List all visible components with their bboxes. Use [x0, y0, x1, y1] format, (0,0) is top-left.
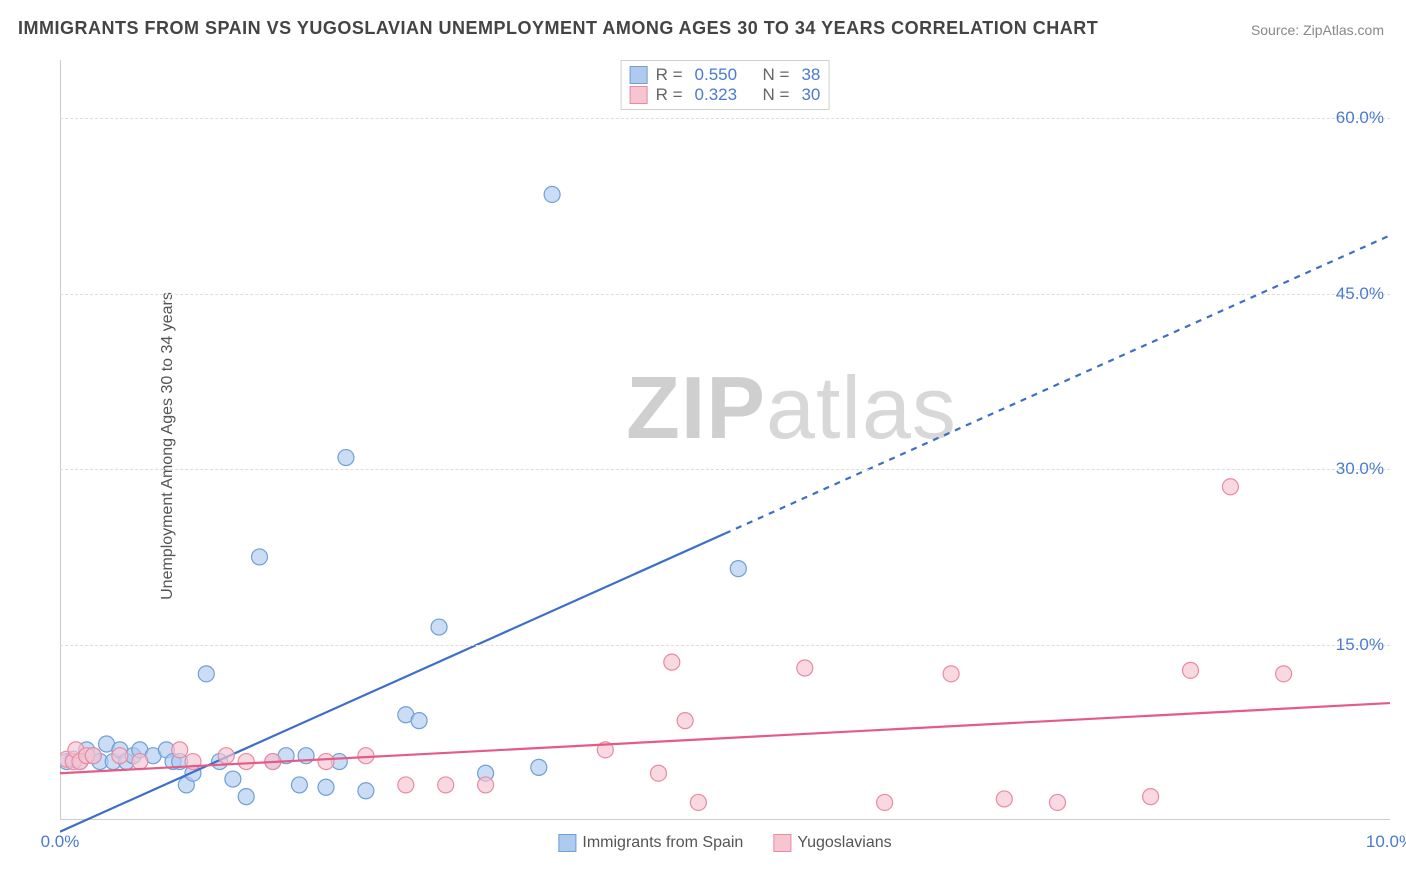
legend-n-label: N = — [763, 85, 790, 105]
y-tick-label: 15.0% — [1336, 635, 1384, 655]
series-legend: Immigrants from Spain Yugoslavians — [558, 834, 891, 852]
y-tick-label: 45.0% — [1336, 284, 1384, 304]
legend-n-value: 38 — [801, 65, 820, 85]
legend-r-label: R = — [656, 65, 683, 85]
chart-title: IMMIGRANTS FROM SPAIN VS YUGOSLAVIAN UNE… — [18, 18, 1098, 39]
plot-area: ZIPatlas R = 0.550 N = 38 R = 0.323 N = … — [60, 60, 1390, 850]
legend-row: R = 0.323 N = 30 — [630, 85, 821, 105]
legend-r-value: 0.323 — [695, 85, 738, 105]
x-tick-label: 0.0% — [41, 832, 80, 852]
legend-r-value: 0.550 — [695, 65, 738, 85]
legend-swatch — [773, 834, 791, 852]
legend-n-value: 30 — [801, 85, 820, 105]
legend-row: R = 0.550 N = 38 — [630, 65, 821, 85]
legend-label: Immigrants from Spain — [582, 834, 743, 852]
legend-item: Immigrants from Spain — [558, 834, 743, 852]
source-label: Source: ZipAtlas.com — [1251, 22, 1384, 38]
legend-swatch — [630, 66, 648, 84]
y-tick-label: 30.0% — [1336, 459, 1384, 479]
x-tick-label: 10.0% — [1366, 832, 1406, 852]
correlation-legend: R = 0.550 N = 38 R = 0.323 N = 30 — [621, 60, 830, 110]
legend-label: Yugoslavians — [797, 834, 891, 852]
legend-r-label: R = — [656, 85, 683, 105]
chart-svg — [60, 60, 1390, 850]
y-tick-label: 60.0% — [1336, 108, 1384, 128]
legend-n-label: N = — [763, 65, 790, 85]
legend-swatch — [630, 86, 648, 104]
legend-item: Yugoslavians — [773, 834, 891, 852]
legend-swatch — [558, 834, 576, 852]
